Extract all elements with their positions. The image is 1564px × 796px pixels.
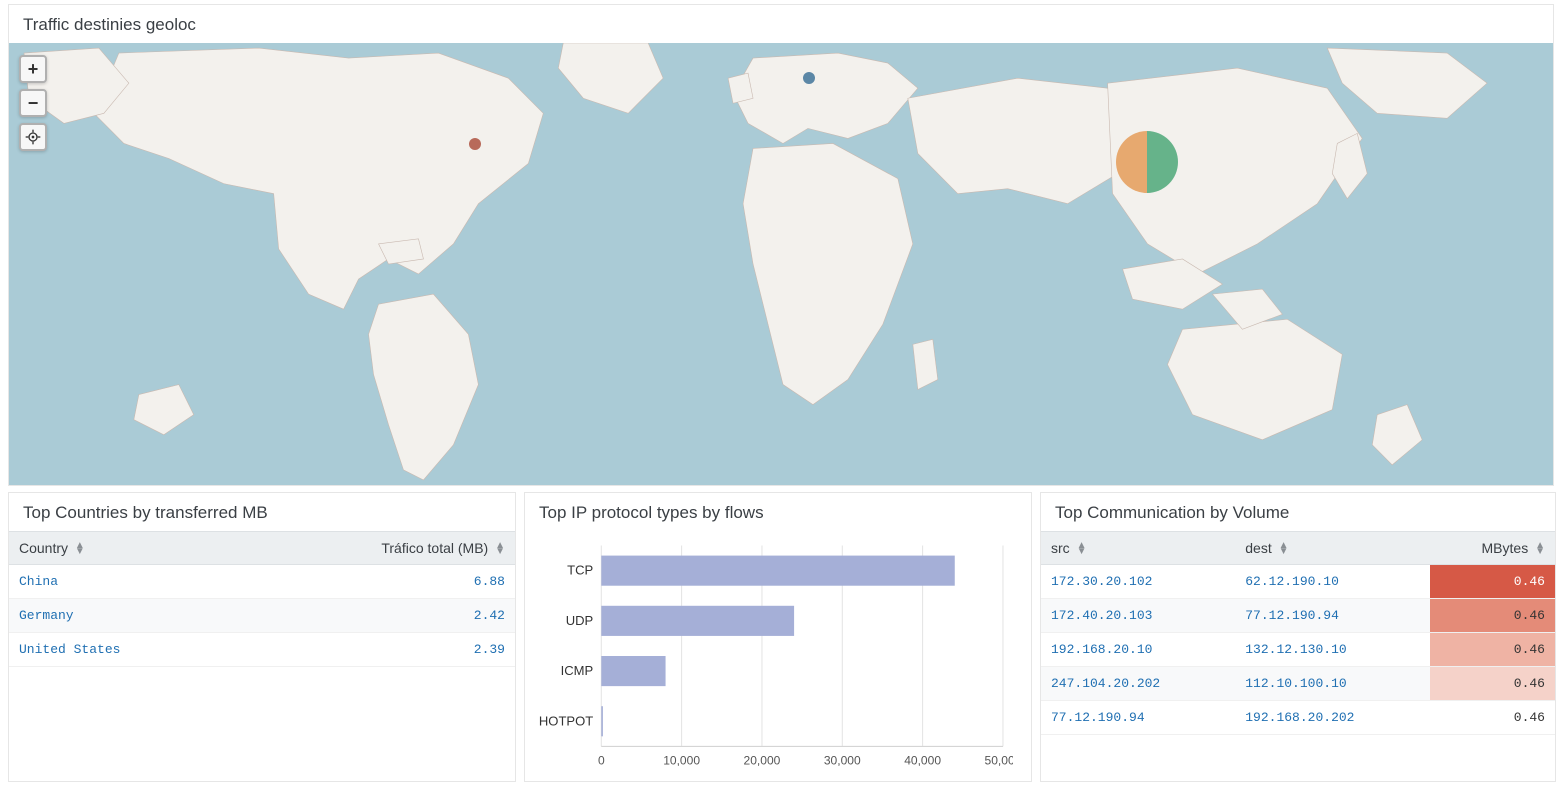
mbytes-cell: 0.46: [1430, 633, 1556, 667]
plus-icon: +: [28, 59, 39, 80]
mbytes-cell: 0.46: [1430, 599, 1556, 633]
crosshair-icon: [25, 129, 41, 145]
svg-text:HOTPOT: HOTPOT: [539, 713, 593, 728]
china-pie[interactable]: [1116, 131, 1178, 193]
zoom-out-button[interactable]: −: [19, 89, 47, 117]
col-label: Tráfico total (MB): [381, 540, 488, 556]
countries-panel-title: Top Countries by transferred MB: [9, 493, 515, 531]
svg-text:0: 0: [598, 753, 605, 767]
comm-col-dest[interactable]: dest ▲▼: [1235, 532, 1429, 565]
country-cell[interactable]: Germany: [9, 599, 241, 633]
svg-text:ICMP: ICMP: [561, 663, 594, 678]
svg-text:TCP: TCP: [567, 563, 593, 578]
protocol-panel: Top IP protocol types by flows 0 10,000 20…: [524, 492, 1032, 782]
sort-icon: ▲▼: [495, 543, 505, 555]
bar-udp[interactable]: [601, 606, 794, 636]
sort-icon: ▲▼: [1535, 543, 1545, 555]
map-body[interactable]: + −: [9, 43, 1553, 485]
countries-col-mb[interactable]: Tráfico total (MB) ▲▼: [241, 532, 515, 565]
bottom-row: Top Countries by transferred MB Country …: [0, 492, 1564, 782]
countries-table: Country ▲▼ Tráfico total (MB) ▲▼ China6.…: [9, 531, 515, 667]
mb-cell[interactable]: 2.39: [241, 633, 515, 667]
dest-cell[interactable]: 112.10.100.10: [1235, 667, 1429, 701]
svg-text:50,000: 50,000: [985, 753, 1013, 767]
table-row: 172.30.20.10262.12.190.100.46: [1041, 565, 1555, 599]
mb-cell[interactable]: 6.88: [241, 565, 515, 599]
sort-icon: ▲▼: [1077, 543, 1087, 555]
usa-dot[interactable]: [469, 138, 481, 150]
country-cell[interactable]: United States: [9, 633, 241, 667]
dest-cell[interactable]: 77.12.190.94: [1235, 599, 1429, 633]
src-cell[interactable]: 172.40.20.103: [1041, 599, 1235, 633]
mbytes-cell: 0.46: [1430, 565, 1556, 599]
protocol-panel-title: Top IP protocol types by flows: [525, 493, 1031, 531]
src-cell[interactable]: 77.12.190.94: [1041, 701, 1235, 735]
src-cell[interactable]: 247.104.20.202: [1041, 667, 1235, 701]
col-label: dest: [1245, 540, 1271, 556]
sort-icon: ▲▼: [75, 543, 85, 555]
dest-cell[interactable]: 132.12.130.10: [1235, 633, 1429, 667]
comm-col-mbytes[interactable]: MBytes ▲▼: [1430, 532, 1556, 565]
table-row: China6.88: [9, 565, 515, 599]
minus-icon: −: [28, 93, 39, 114]
protocol-chart-area: 0 10,000 20,000 30,000 40,000 50,000 TCP UDP ICM…: [525, 531, 1031, 781]
src-cell[interactable]: 172.30.20.102: [1041, 565, 1235, 599]
src-cell[interactable]: 192.168.20.10: [1041, 633, 1235, 667]
map-controls: + −: [19, 55, 47, 151]
mbytes-cell: 0.46: [1430, 701, 1556, 735]
svg-text:30,000: 30,000: [824, 753, 861, 767]
bar-tcp[interactable]: [601, 556, 954, 586]
dest-cell[interactable]: 62.12.190.10: [1235, 565, 1429, 599]
svg-text:10,000: 10,000: [663, 753, 700, 767]
map-panel-title: Traffic destinies geoloc: [9, 5, 1553, 43]
table-row: United States2.39: [9, 633, 515, 667]
protocol-bar-chart: 0 10,000 20,000 30,000 40,000 50,000 TCP UDP ICM…: [531, 535, 1013, 775]
svg-text:UDP: UDP: [566, 613, 594, 628]
table-row: 192.168.20.10132.12.130.100.46: [1041, 633, 1555, 667]
comm-table: src ▲▼ dest ▲▼ MBytes ▲▼ 172.30.20.10262…: [1041, 531, 1555, 735]
col-label: Country: [19, 540, 68, 556]
dest-cell[interactable]: 192.168.20.202: [1235, 701, 1429, 735]
table-row: 247.104.20.202112.10.100.100.46: [1041, 667, 1555, 701]
svg-text:40,000: 40,000: [904, 753, 941, 767]
countries-panel: Top Countries by transferred MB Country …: [8, 492, 516, 782]
countries-col-country[interactable]: Country ▲▼: [9, 532, 241, 565]
country-cell[interactable]: China: [9, 565, 241, 599]
bar-icmp[interactable]: [601, 656, 665, 686]
table-row: Germany2.42: [9, 599, 515, 633]
col-label: src: [1051, 540, 1070, 556]
table-row: 77.12.190.94192.168.20.2020.46: [1041, 701, 1555, 735]
locate-button[interactable]: [19, 123, 47, 151]
bar-hotpot[interactable]: [601, 706, 603, 736]
table-row: 172.40.20.10377.12.190.940.46: [1041, 599, 1555, 633]
mb-cell[interactable]: 2.42: [241, 599, 515, 633]
comm-panel: Top Communication by Volume src ▲▼ dest …: [1040, 492, 1556, 782]
map-panel: Traffic destinies geoloc + −: [8, 4, 1554, 486]
comm-panel-title: Top Communication by Volume: [1041, 493, 1555, 531]
col-label: MBytes: [1482, 540, 1529, 556]
zoom-in-button[interactable]: +: [19, 55, 47, 83]
world-map: [9, 43, 1553, 485]
comm-col-src[interactable]: src ▲▼: [1041, 532, 1235, 565]
mbytes-cell: 0.46: [1430, 667, 1556, 701]
sort-icon: ▲▼: [1279, 543, 1289, 555]
svg-text:20,000: 20,000: [744, 753, 781, 767]
